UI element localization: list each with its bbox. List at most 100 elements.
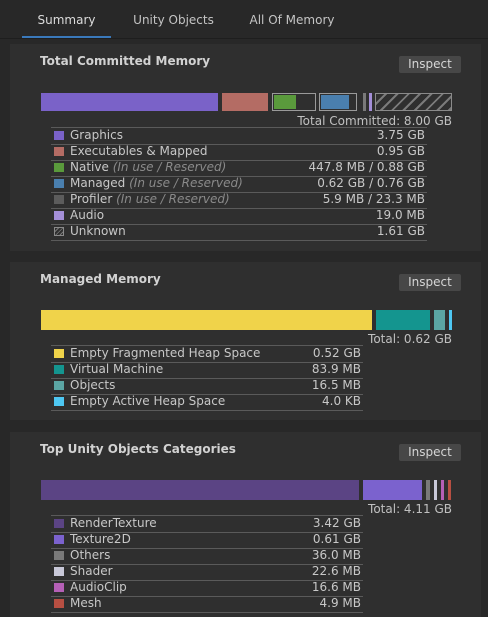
objects-bar-segment[interactable] [434,310,445,330]
legend-row-managed[interactable]: Managed (In use / Reserved) 0.62 GB / 0.… [51,176,427,193]
legend-row-vm[interactable]: Virtual Machine 83.9 MB [51,362,363,379]
others-swatch-icon [54,551,64,560]
audioclip-swatch-icon [54,583,64,592]
legend-label: Shader [70,564,113,578]
unknown-bar-segment[interactable] [375,93,452,111]
active-heap-bar-segment[interactable] [449,310,452,330]
legend-value: 0.61 GB [312,532,361,546]
tab-all-of-memory[interactable]: All Of Memory [249,13,335,27]
top-objects-panel: Top Unity Objects Categories Inspect Tot… [10,432,481,617]
legend-row-active-heap[interactable]: Empty Active Heap Space 4.0 KB [51,394,363,411]
legend-row-mesh[interactable]: Mesh 4.9 MB [51,596,363,613]
legend-row-rendertexture[interactable]: RenderTexture 3.42 GB [51,515,363,533]
managed-total: Total: 0.62 GB [368,332,452,346]
managed-title: Managed Memory [40,272,161,286]
managed-in-use-bar-segment [321,95,349,109]
profiler-swatch-icon [54,195,64,204]
mesh-bar-segment[interactable] [448,480,451,500]
legend-value: 3.42 GB [312,516,361,530]
audioclip-bar-segment[interactable] [441,480,444,500]
vm-bar-segment[interactable] [376,310,430,330]
legend-label: Empty Active Heap Space [70,394,226,408]
graphics-bar-segment[interactable] [41,93,218,111]
committed-title: Total Committed Memory [40,54,211,68]
others-bar-segment[interactable] [426,480,430,500]
legend-value: 1.61 GB [376,224,425,238]
audio-bar-segment[interactable] [369,93,372,111]
shader-swatch-icon [54,567,64,576]
legend-label: Audio [70,208,105,222]
legend-row-texture2d[interactable]: Texture2D 0.61 GB [51,532,363,549]
legend-value: 16.6 MB [311,580,361,594]
legend-row-graphics[interactable]: Graphics 3.75 GB [51,127,427,145]
managed-memory-panel: Managed Memory Inspect Total: 0.62 GB Em… [10,262,481,420]
native-in-use-bar-segment [274,95,296,109]
legend-row-audio[interactable]: Audio 19.0 MB [51,208,427,225]
active-heap-swatch-icon [54,397,64,406]
top-objects-inspect-button[interactable]: Inspect [399,444,461,461]
legend-value: 0.62 GB / 0.76 GB [317,176,425,190]
committed-inspect-button[interactable]: Inspect [399,56,461,73]
heap-bar-segment[interactable] [41,310,372,330]
legend-row-profiler[interactable]: Profiler (In use / Reserved) 5.9 MB / 23… [51,192,427,209]
legend-row-objects[interactable]: Objects 16.5 MB [51,378,363,395]
legend-label: Objects [70,378,116,392]
legend-row-heap[interactable]: Empty Fragmented Heap Space 0.52 GB [51,345,363,363]
rendertexture-swatch-icon [54,519,64,528]
legend-value: 4.0 KB [322,394,361,408]
legend-value: 83.9 MB [311,362,361,376]
texture2d-swatch-icon [54,535,64,544]
profiler-bar-segment[interactable] [363,93,366,111]
legend-value: 5.9 MB / 23.3 MB [322,192,425,206]
legend-row-executables[interactable]: Executables & Mapped 0.95 GB [51,144,427,161]
legend-value: 447.8 MB / 0.88 GB [308,160,426,174]
tab-bar: Summary Unity Objects All Of Memory ( [0,0,488,39]
top-objects-total: Total: 4.11 GB [368,502,452,516]
legend-label: Profiler (In use / Reserved) [70,192,230,206]
audio-swatch-icon [54,211,64,220]
legend-label: RenderTexture [70,516,157,530]
objects-swatch-icon [54,381,64,390]
committed-total: Total Committed: 8.00 GB [297,114,452,128]
legend-label: Executables & Mapped [70,144,208,158]
vm-swatch-icon [54,365,64,374]
legend-row-native[interactable]: Native (In use / Reserved) 447.8 MB / 0.… [51,160,427,177]
committed-memory-panel: Total Committed Memory Inspect Total Com… [10,44,481,251]
legend-value: 0.52 GB [312,346,361,360]
legend-value: 16.5 MB [311,378,361,392]
legend-label: Empty Fragmented Heap Space [70,346,261,360]
managed-inspect-button[interactable]: Inspect [399,274,461,291]
legend-value: 19.0 MB [375,208,425,222]
graphics-swatch-icon [54,131,64,140]
top-objects-title: Top Unity Objects Categories [40,442,236,456]
legend-label: Graphics [70,128,123,142]
mesh-swatch-icon [54,599,64,608]
legend-value: 36.0 MB [311,548,361,562]
shader-bar-segment[interactable] [434,480,437,500]
legend-value: 0.95 GB [376,144,425,158]
legend-label: Unknown [70,224,126,238]
legend-label: AudioClip [70,580,127,594]
legend-label: Texture2D [70,532,131,546]
rendertexture-bar-segment[interactable] [41,480,359,500]
legend-value: 4.9 MB [319,596,361,610]
legend-value: 3.75 GB [376,128,425,142]
legend-label: Managed (In use / Reserved) [70,176,243,190]
legend-label: Mesh [70,596,102,610]
tab-summary[interactable]: Summary [22,0,111,38]
legend-label: Virtual Machine [70,362,164,376]
native-swatch-icon [54,163,64,172]
unknown-hatched-swatch-icon [54,227,64,236]
legend-label: Native (In use / Reserved) [70,160,227,174]
texture2d-bar-segment[interactable] [363,480,422,500]
legend-row-audioclip[interactable]: AudioClip 16.6 MB [51,580,363,597]
legend-row-shader[interactable]: Shader 22.6 MB [51,564,363,581]
legend-row-unknown[interactable]: Unknown 1.61 GB [51,224,427,241]
heap-swatch-icon [54,349,64,358]
executables-bar-segment[interactable] [222,93,268,111]
tab-unity-objects[interactable]: Unity Objects [133,13,214,27]
overflow-icon: ( [487,10,488,25]
executables-swatch-icon [54,147,64,156]
legend-row-others[interactable]: Others 36.0 MB [51,548,363,565]
managed-swatch-icon [54,179,64,188]
